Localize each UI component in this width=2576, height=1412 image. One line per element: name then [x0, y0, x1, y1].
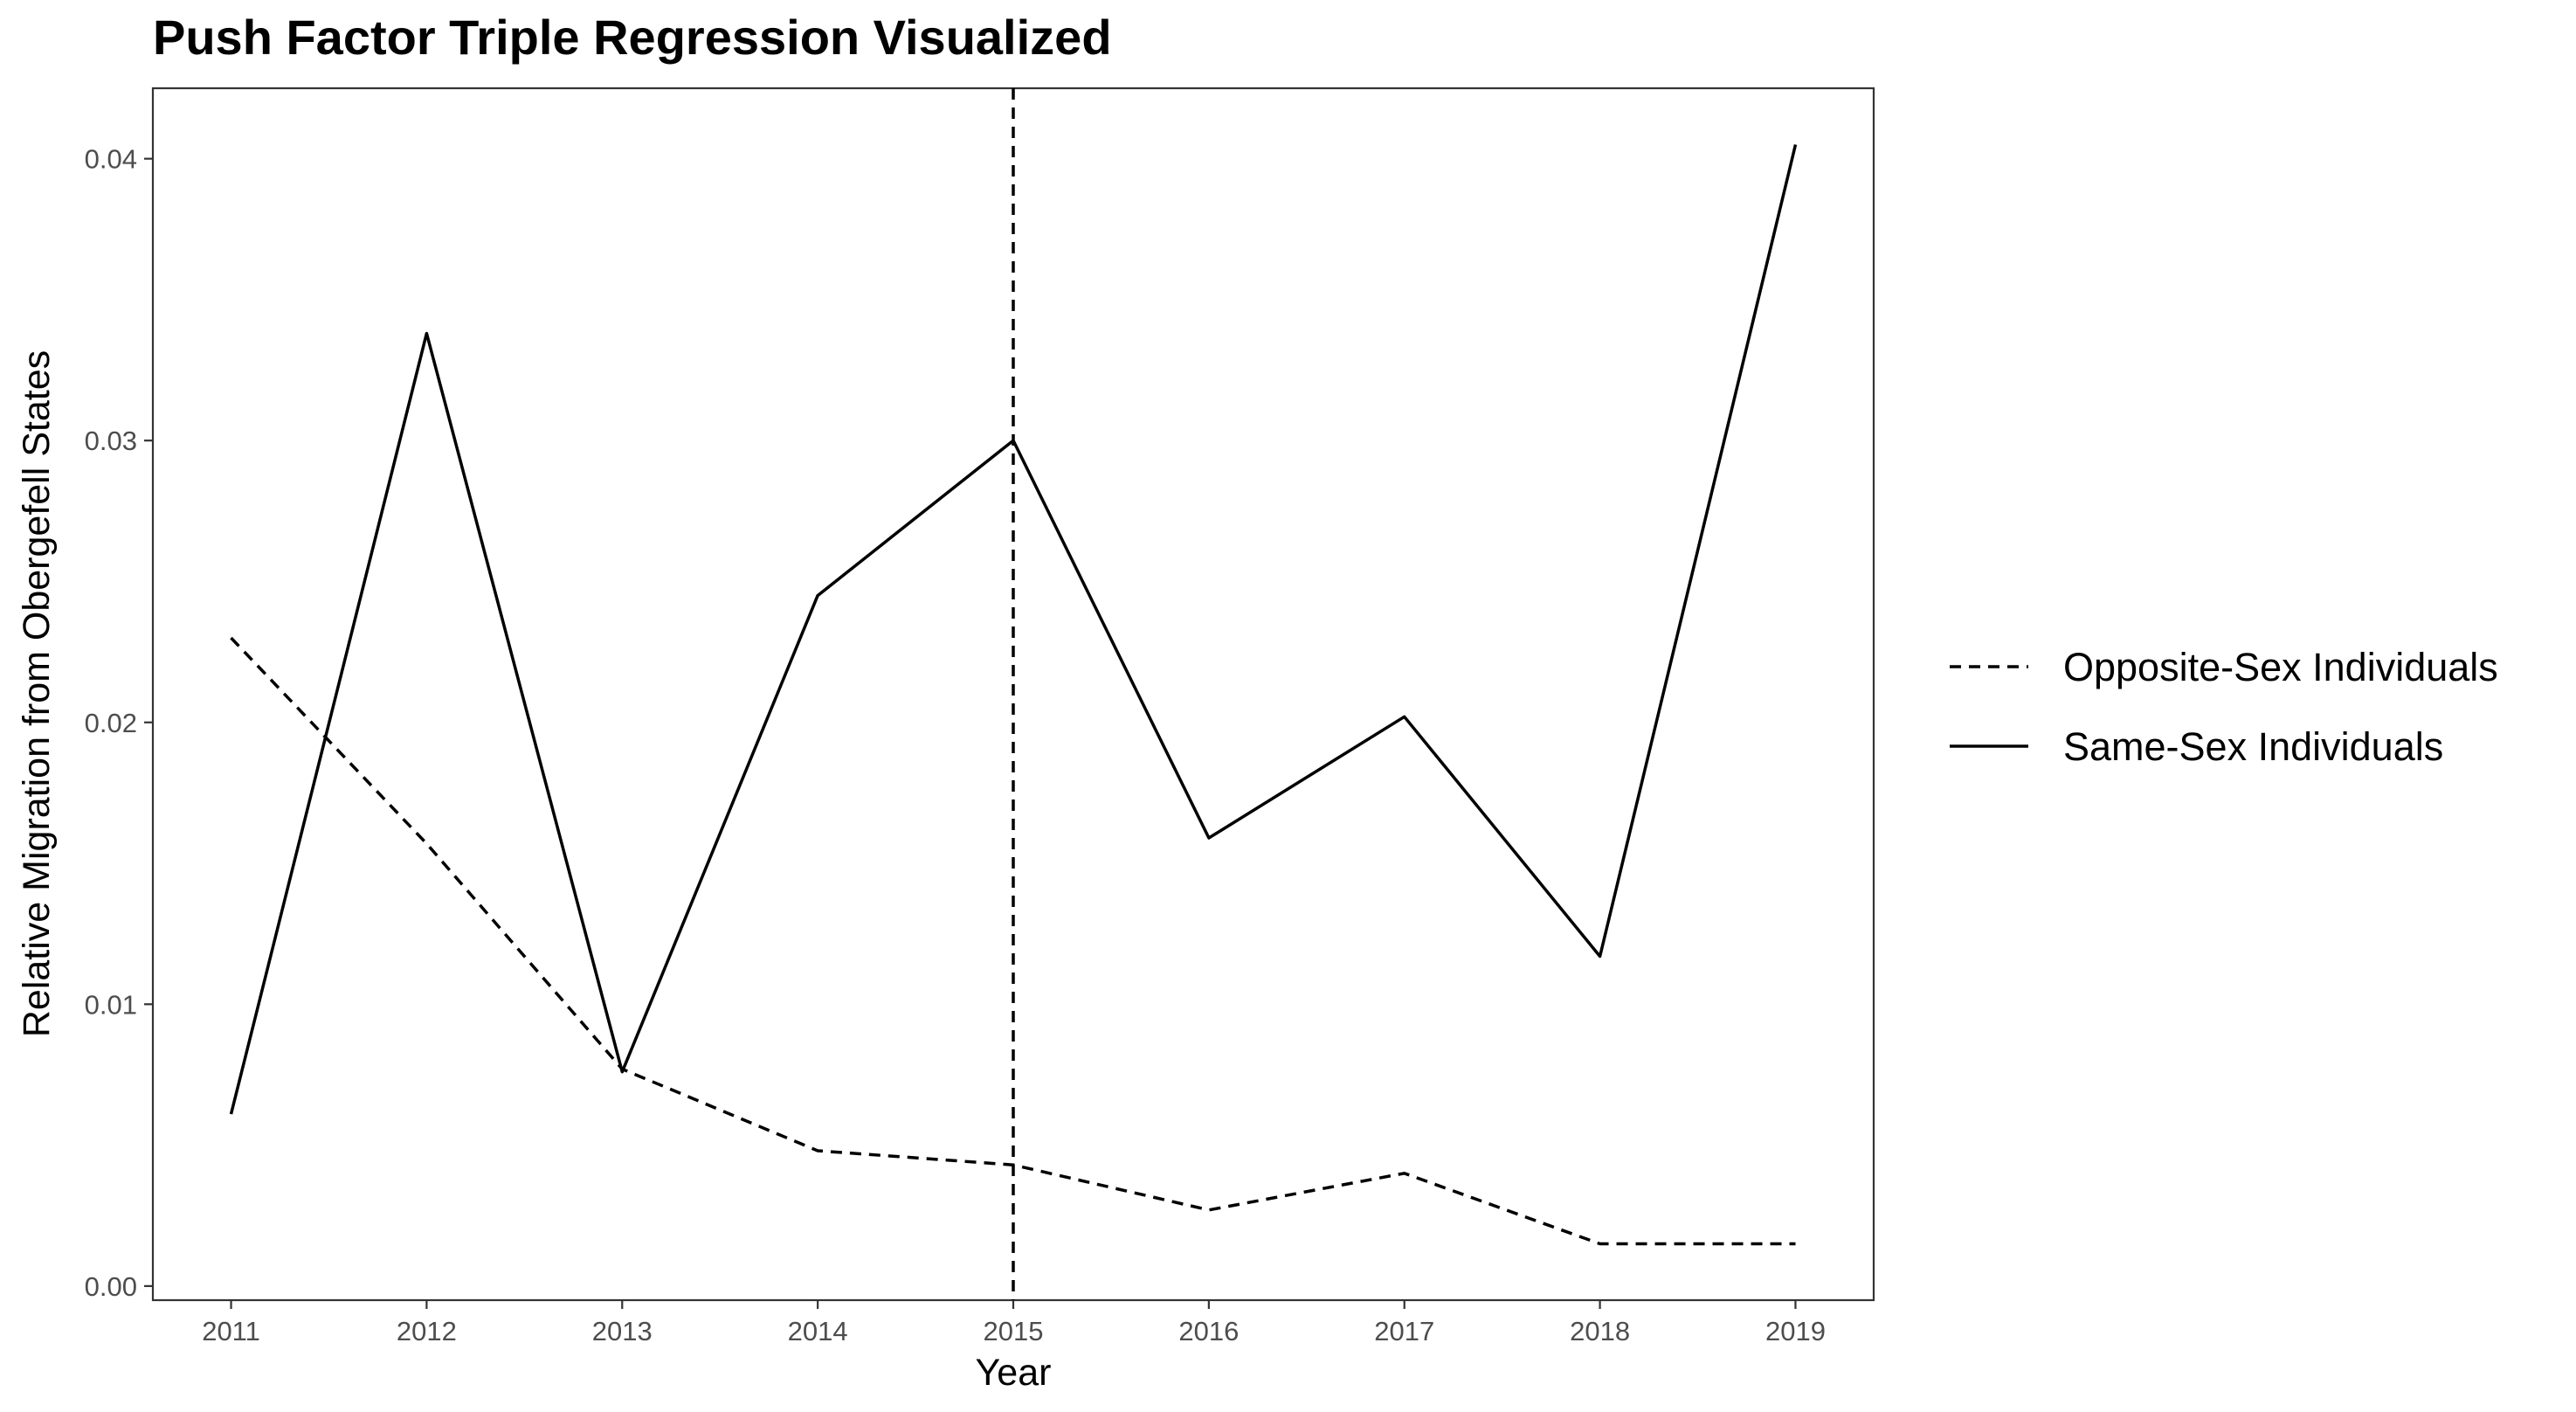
x-axis-title: Year [976, 1352, 1052, 1394]
y-tick-label: 0.01 [85, 989, 137, 1020]
y-axis-title: Relative Migration from Obergefell State… [16, 350, 58, 1037]
series-line-same-sex [229, 144, 1798, 1115]
x-tick-label: 2018 [1570, 1316, 1630, 1346]
x-tick-label: 2019 [1765, 1316, 1826, 1346]
x-tick-label: 2017 [1374, 1316, 1434, 1346]
legend: Opposite-Sex Individuals Same-Sex Individ… [1950, 645, 2498, 769]
x-tick-label: 2015 [984, 1316, 1044, 1346]
y-tick-label: 0.00 [85, 1271, 137, 1302]
x-tick-label: 2014 [788, 1316, 848, 1346]
y-tick-label: 0.04 [85, 144, 137, 175]
y-tick-label: 0.03 [85, 426, 137, 456]
legend-label: Opposite-Sex Individuals [2063, 645, 2498, 689]
x-axis: 2011 2012 2013 2014 2015 2016 2017 2018 2019 [202, 1300, 1826, 1346]
x-tick-label: 2016 [1178, 1316, 1239, 1346]
y-axis: 0.00 0.01 0.02 0.03 0.04 [85, 144, 153, 1302]
series-line-opposite-sex [230, 636, 1796, 1246]
x-tick-label: 2011 [202, 1316, 260, 1346]
y-tick-label: 0.02 [85, 708, 137, 738]
chart-title: Push Factor Triple Regression Visualized [153, 10, 1112, 65]
series-layer [229, 144, 1798, 1246]
x-tick-label: 2012 [397, 1316, 457, 1346]
legend-label: Same-Sex Individuals [2063, 724, 2443, 769]
x-tick-label: 2013 [592, 1316, 653, 1346]
